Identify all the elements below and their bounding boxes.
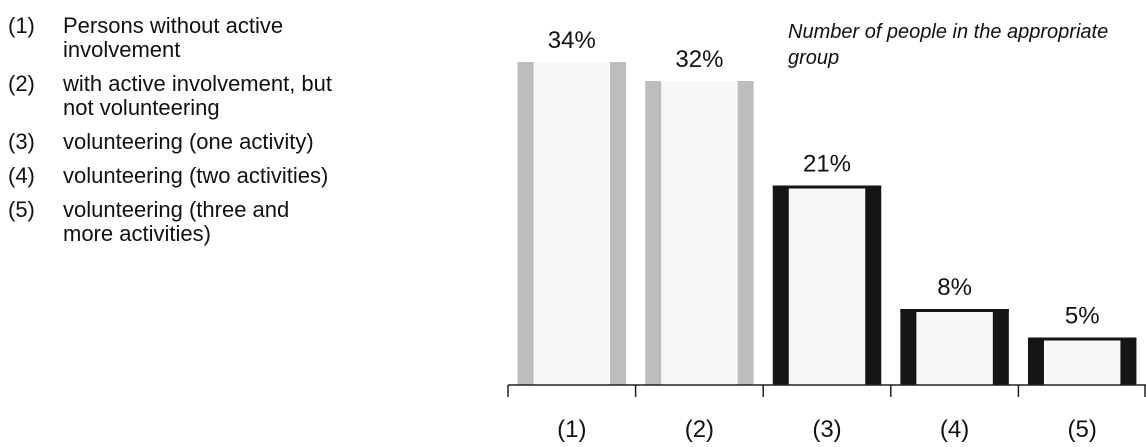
legend-item-label: volunteering (one activity) <box>63 129 314 154</box>
x-tick-label: (4) <box>940 416 969 443</box>
legend-item-label: with active involvement, but not volunte… <box>63 71 333 120</box>
legend-item-code: (4) <box>8 163 35 188</box>
legend-item-code: (3) <box>8 129 35 154</box>
x-tick-label: (3) <box>812 416 841 443</box>
x-tick-label: (5) <box>1068 416 1097 443</box>
bar-body <box>517 62 627 385</box>
bar-left-edge <box>900 309 917 385</box>
legend-item: (3) volunteering (one activity) <box>8 130 338 154</box>
legend-item: (4) volunteering (two activities) <box>8 164 338 188</box>
bar-value-label: 5% <box>1065 303 1100 330</box>
bar-value-label: 34% <box>548 27 596 54</box>
bar-left-edge <box>1027 337 1044 385</box>
bar-left-edge <box>772 185 789 385</box>
chart-annotation-line: Number of people in the appropriate <box>788 21 1108 43</box>
bar-value-label: 21% <box>803 151 851 178</box>
legend-item-code: (5) <box>8 197 35 222</box>
legend: (1) Persons without active involvement (… <box>8 14 338 256</box>
bar-right-edge <box>865 185 882 385</box>
bar: 21% <box>772 151 882 385</box>
legend-item: (2) with active involvement, but not vol… <box>8 72 338 120</box>
bar-top-band <box>1027 337 1137 341</box>
bar-right-edge <box>992 309 1009 385</box>
bar-right-edge <box>737 81 754 385</box>
bar-body <box>900 309 1009 385</box>
bar: 5% <box>1027 303 1137 385</box>
bar-left-edge <box>517 62 534 385</box>
bar-right-edge <box>1120 337 1137 385</box>
bar-left-edge <box>645 81 662 385</box>
chart-annotation-line: group <box>788 47 839 69</box>
bar-body <box>772 185 882 385</box>
bar-top-band <box>900 309 1009 312</box>
x-tick-label: (2) <box>685 416 714 443</box>
legend-item: (1) Persons without active involvement <box>8 14 338 62</box>
legend-item-label: volunteering (two activities) <box>63 163 329 188</box>
legend-item-code: (1) <box>8 13 35 38</box>
x-tick-label: (1) <box>557 416 586 443</box>
bar-top-band <box>772 185 882 189</box>
chart-annotation: Number of people in the appropriate group <box>788 21 1108 69</box>
x-axis: (1) (2) (3) (4) (5) <box>507 384 1146 443</box>
bar-value-label: 32% <box>675 46 723 73</box>
bar-value-label: 8% <box>937 274 972 301</box>
bar: 32% <box>645 46 754 385</box>
legend-item-label: Persons without active involvement <box>63 13 284 62</box>
bar-body <box>1027 337 1137 385</box>
bar: 8% <box>900 274 1009 385</box>
bar-body <box>645 81 754 385</box>
legend-item-code: (2) <box>8 71 35 96</box>
legend-item: (5) volunteering (three and more activit… <box>8 198 338 246</box>
bar: 34% <box>517 27 627 385</box>
bars: 34% 32% 21% 8% 5% <box>517 27 1137 385</box>
legend-item-label: volunteering (three and more activities) <box>63 197 290 246</box>
bar-right-edge <box>610 62 627 385</box>
